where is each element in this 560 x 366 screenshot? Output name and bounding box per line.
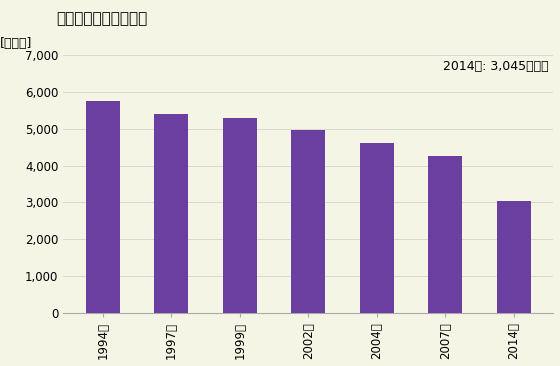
Text: 2014年: 3,045事業所: 2014年: 3,045事業所	[442, 60, 548, 73]
Bar	[291, 130, 325, 313]
Bar	[428, 156, 463, 313]
Text: 商業の事業所数の推移: 商業の事業所数の推移	[56, 11, 147, 26]
Bar	[154, 114, 188, 313]
Bar	[360, 143, 394, 313]
Bar	[497, 201, 531, 313]
Text: [事業所]: [事業所]	[0, 37, 32, 50]
Bar	[222, 117, 257, 313]
Bar	[86, 101, 120, 313]
